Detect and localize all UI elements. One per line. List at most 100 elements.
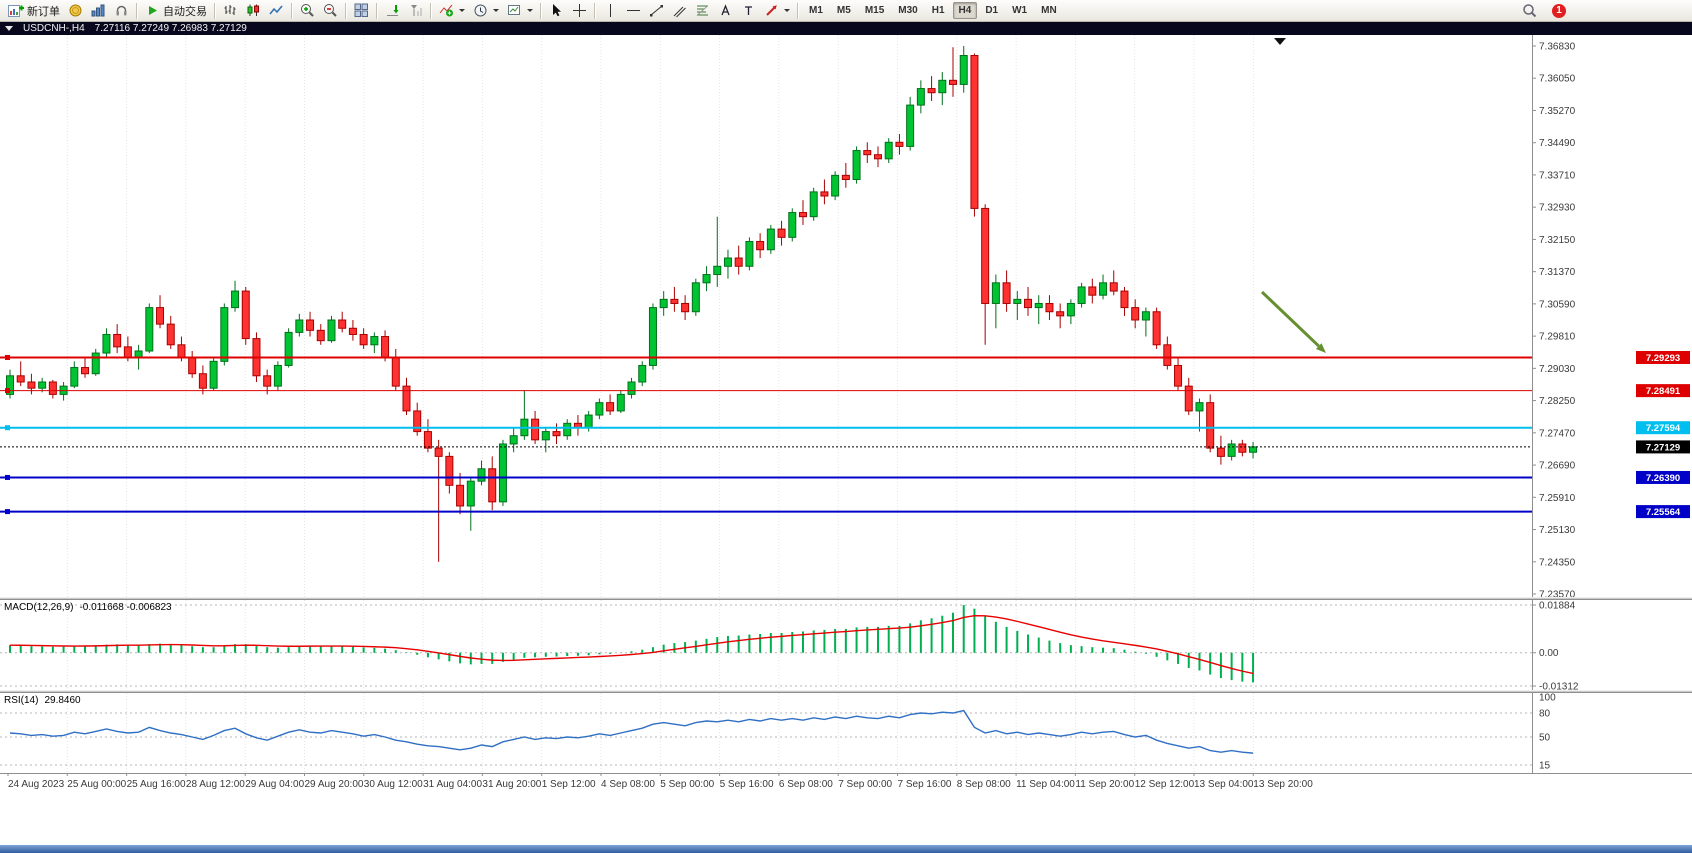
rsi-panel[interactable]: 100 80 50 15 xyxy=(0,693,1692,773)
candle-body xyxy=(91,352,100,375)
one-click-trading-arrow-icon[interactable] xyxy=(5,26,13,31)
line-handle[interactable] xyxy=(5,425,10,431)
chart-shift-button[interactable] xyxy=(404,0,427,21)
candle xyxy=(456,472,465,515)
chart-shift-marker[interactable] xyxy=(1274,38,1286,45)
macd-panel-separator[interactable] xyxy=(0,597,1692,600)
line-handle[interactable] xyxy=(5,354,10,360)
candle-body xyxy=(809,191,818,218)
candle-body xyxy=(102,333,111,354)
trend-arrow-annotation[interactable] xyxy=(1260,290,1326,353)
crosshair-tool-button[interactable] xyxy=(568,0,591,21)
candle xyxy=(434,439,443,562)
candle xyxy=(648,303,657,370)
candle xyxy=(520,390,529,440)
price-axis-label: 7.32150 xyxy=(1539,235,1576,246)
candle xyxy=(402,377,411,416)
candle xyxy=(102,328,111,358)
timeframe-button-m30[interactable]: M30 xyxy=(898,5,918,16)
channel-tool-button[interactable] xyxy=(668,0,691,21)
candle-body xyxy=(670,298,679,304)
text-tool-button[interactable] xyxy=(714,0,737,21)
horizontal-line-tool-button[interactable] xyxy=(622,0,645,21)
candle xyxy=(1141,307,1150,337)
price-axis-label: 7.24350 xyxy=(1539,557,1576,568)
timeframe-button-m5[interactable]: M5 xyxy=(836,5,851,16)
clock-icon xyxy=(474,4,487,17)
tile-windows-button[interactable] xyxy=(350,0,373,21)
time-axis[interactable]: 24 Aug 2023 25 Aug 00:00 25 Aug 16:00 28 Au… xyxy=(0,773,1692,797)
periods-button[interactable] xyxy=(469,0,503,21)
cursor-tool-button[interactable] xyxy=(545,0,568,21)
candle xyxy=(798,200,807,225)
candle-body xyxy=(1249,446,1258,453)
auto-scroll-button[interactable] xyxy=(381,0,404,21)
candlestick-icon xyxy=(247,4,259,16)
candle-body xyxy=(1034,302,1043,309)
candle xyxy=(27,373,36,395)
arrows-tool-button[interactable] xyxy=(760,0,794,21)
timeframe-button-m1[interactable]: M1 xyxy=(809,5,823,16)
time-axis-label: 13 Sep 20:00 xyxy=(1253,779,1313,790)
line-chart-mode-button[interactable] xyxy=(265,0,288,21)
candle-body xyxy=(1141,311,1150,321)
candle-body xyxy=(991,282,1000,304)
candle-body xyxy=(1131,307,1140,321)
candle-body xyxy=(552,431,561,437)
fibonacci-tool-button[interactable] xyxy=(691,0,714,21)
timeframe-button-h4[interactable]: H4 xyxy=(952,2,978,19)
zoom-in-button[interactable] xyxy=(296,0,319,21)
candle-body xyxy=(916,88,925,106)
autotrading-button[interactable]: 自动交易 xyxy=(141,0,211,21)
candle-body xyxy=(1152,311,1161,346)
timeframe-button-mn[interactable]: MN xyxy=(1041,5,1057,16)
candle xyxy=(1077,282,1086,308)
deposit-button[interactable] xyxy=(64,0,87,21)
candle-body xyxy=(402,385,411,412)
time-axis-label: 24 Aug 2023 xyxy=(8,779,65,790)
candle xyxy=(1002,270,1011,312)
search-button[interactable] xyxy=(1518,0,1542,21)
templates-button[interactable] xyxy=(503,0,537,21)
label-tool-button[interactable] xyxy=(737,0,760,21)
indicators-icon xyxy=(439,4,453,17)
bar-chart-mode-button[interactable] xyxy=(219,0,242,21)
candle-body xyxy=(295,319,304,333)
candle-body xyxy=(949,79,958,85)
candle xyxy=(1174,357,1183,391)
autotrading-label: 自动交易 xyxy=(163,5,207,18)
zoom-out-button[interactable] xyxy=(319,0,342,21)
price-tag: 7.26390 xyxy=(1636,470,1690,484)
candle-body xyxy=(606,402,615,412)
support-button[interactable] xyxy=(110,0,133,21)
chart-ohlc-values: 7.27116 7.27249 7.26983 7.27129 xyxy=(94,23,247,34)
new-order-button[interactable]: 新订单 xyxy=(4,0,64,21)
line-handle[interactable] xyxy=(5,509,10,515)
notification-badge[interactable]: 1 xyxy=(1552,3,1566,18)
timeframe-button-h1[interactable]: H1 xyxy=(931,5,945,16)
timeframe-button-d1[interactable]: D1 xyxy=(985,5,999,16)
candle-body xyxy=(177,344,186,358)
candle xyxy=(273,361,282,391)
line-handle[interactable] xyxy=(5,388,10,394)
rsi-panel-separator[interactable] xyxy=(0,690,1692,693)
candle-body xyxy=(723,257,732,267)
timeframe-button-m15[interactable]: M15 xyxy=(864,5,885,16)
candle-body xyxy=(981,207,990,304)
line-handle[interactable] xyxy=(5,474,10,480)
timeframe-button-w1[interactable]: W1 xyxy=(1012,5,1028,16)
reports-button[interactable] xyxy=(87,0,110,21)
vertical-line-tool-button[interactable] xyxy=(599,0,622,21)
candle xyxy=(220,303,229,366)
indicators-button[interactable] xyxy=(435,0,469,21)
candle xyxy=(295,313,304,337)
price-axis-label: 7.32930 xyxy=(1539,203,1576,214)
trendline-tool-button[interactable] xyxy=(645,0,668,21)
macd-panel[interactable]: 0.01884 0.00 -0.01312 xyxy=(0,600,1692,690)
candle xyxy=(541,427,550,453)
candle-body xyxy=(648,307,657,366)
toolbar-separator xyxy=(540,2,542,19)
candlestick-mode-button[interactable] xyxy=(242,0,265,21)
price-chart[interactable]: 7.36830 7.36050 7.35270 7.34490 7.33710 7.329… xyxy=(0,35,1692,597)
candle-body xyxy=(734,257,743,267)
